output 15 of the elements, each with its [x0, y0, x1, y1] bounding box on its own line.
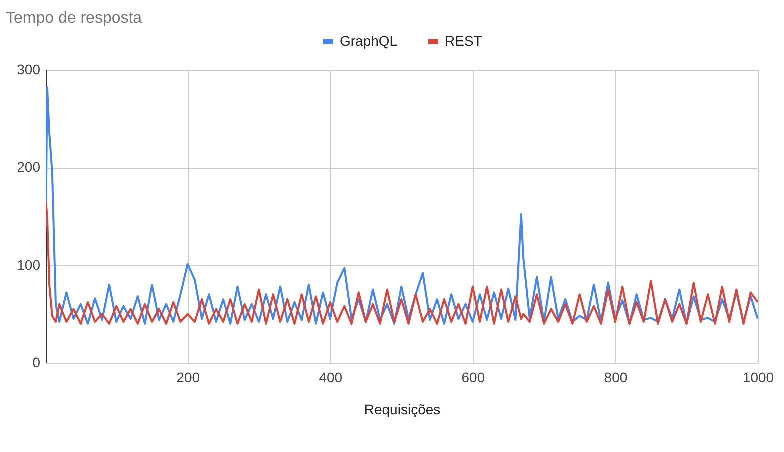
x-tick-label: 200 — [176, 370, 200, 386]
y-tick-label: 200 — [17, 159, 41, 176]
y-tick-label: 300 — [17, 62, 41, 78]
line-series — [46, 86, 758, 325]
x-tick-label: 1000 — [742, 370, 774, 386]
legend-label: REST — [445, 32, 483, 49]
y-tick-label: 100 — [17, 256, 41, 273]
x-tick-label: 400 — [319, 370, 343, 386]
line-series — [46, 200, 758, 325]
x-axis-title: Requisições — [364, 402, 441, 418]
chart-title: Tempo de resposta — [6, 10, 142, 27]
x-tick-label: 800 — [604, 370, 628, 386]
y-tick-label: 0 — [32, 354, 41, 370]
legend-label: GraphQL — [340, 32, 398, 49]
x-tick-label: 600 — [462, 370, 486, 386]
